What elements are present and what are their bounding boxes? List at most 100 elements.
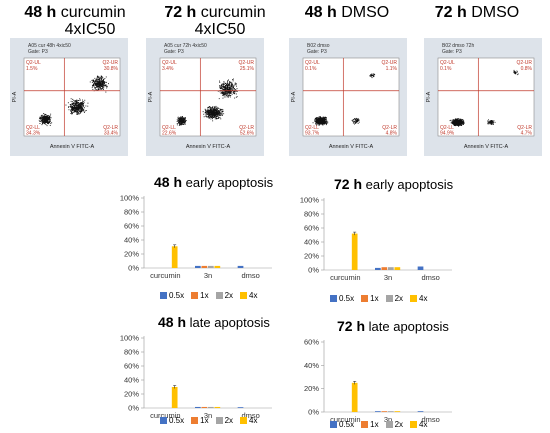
event-dot: [42, 122, 43, 124]
event-dot: [227, 92, 229, 93]
event-dot: [219, 80, 220, 82]
event-dot: [178, 121, 180, 123]
event-dot: [84, 99, 86, 101]
event-dot: [95, 83, 97, 85]
event-dot: [39, 121, 41, 122]
event-dot: [78, 105, 80, 107]
event-dot: [97, 83, 99, 84]
x-tick-label: 3n: [204, 271, 212, 280]
event-dot: [227, 94, 228, 96]
chart-title-text: early apoptosis: [365, 177, 454, 192]
event-dot: [79, 107, 81, 109]
event-dot: [219, 115, 221, 117]
event-dot: [106, 85, 108, 87]
event-dot: [44, 119, 46, 121]
legend-label: 2x: [394, 294, 404, 303]
event-dot: [513, 69, 515, 71]
event-dot: [228, 95, 230, 97]
legend-swatch: [215, 417, 223, 424]
bar: [375, 267, 381, 270]
event-dot: [516, 70, 518, 72]
event-dot: [99, 79, 101, 80]
event-dot: [217, 110, 219, 111]
event-dot: [325, 122, 327, 124]
event-dot: [514, 71, 516, 72]
sample-name: A05 cur 72h 4xic50: [164, 43, 207, 49]
event-dot: [316, 124, 318, 126]
legend-item: 0.5x: [330, 420, 354, 429]
event-dot: [492, 121, 493, 123]
event-dot: [229, 81, 231, 82]
event-dot: [226, 91, 228, 93]
event-dot: [460, 119, 462, 121]
event-dot: [210, 115, 212, 117]
event-dot: [231, 85, 233, 87]
event-dot: [45, 124, 47, 125]
bar: [394, 411, 401, 412]
event-dot: [101, 88, 102, 90]
event-dot: [93, 82, 95, 83]
event-dot: [83, 110, 84, 112]
event-dot: [44, 119, 46, 121]
event-dot: [73, 109, 74, 111]
event-dot: [236, 96, 238, 98]
event-dot: [99, 80, 101, 82]
event-dot: [41, 114, 43, 116]
event-dot: [209, 116, 211, 117]
event-dot: [97, 81, 98, 83]
event-dot: [462, 119, 464, 121]
event-dot: [76, 113, 78, 115]
event-dot: [83, 108, 85, 110]
event-dot: [222, 88, 224, 90]
event-dot: [211, 112, 213, 114]
event-dot: [220, 114, 222, 116]
event-dot: [48, 119, 50, 120]
event-dot: [103, 78, 105, 80]
event-dot: [221, 86, 223, 88]
event-dot: [235, 82, 236, 84]
event-dot: [79, 103, 81, 105]
event-dot: [208, 110, 210, 112]
event-dot: [458, 120, 460, 122]
event-dot: [223, 85, 225, 87]
event-dot: [181, 118, 183, 120]
event-dot: [220, 118, 222, 120]
event-dot: [234, 84, 236, 86]
sample-name: A05 cur 48h 4xic50: [28, 43, 71, 49]
event-dot: [326, 120, 328, 122]
event-dot: [49, 121, 51, 123]
event-dot: [491, 120, 493, 122]
event-dot: [180, 124, 181, 126]
event-dot: [73, 102, 75, 104]
event-dot: [49, 117, 51, 119]
event-dot: [318, 121, 320, 123]
event-dot: [77, 100, 79, 101]
quadrant-ll-value: 93.7%: [305, 131, 320, 137]
event-dot: [357, 120, 359, 122]
event-dot: [181, 123, 182, 125]
event-dot: [236, 85, 237, 87]
event-dot: [219, 112, 221, 113]
event-dot: [232, 91, 234, 93]
event-dot: [212, 106, 214, 108]
event-dot: [316, 122, 318, 124]
event-dot: [211, 114, 213, 116]
event-dot: [230, 88, 232, 90]
event-dot: [84, 107, 85, 109]
event-dot: [79, 107, 81, 108]
x-axis-label: Annexin V FITC-A: [186, 144, 231, 150]
event-dot: [93, 80, 95, 82]
panel-title-4: 72 h DMSO: [412, 4, 542, 21]
event-dot: [319, 119, 321, 120]
event-dot: [99, 86, 100, 88]
event-dot: [491, 122, 493, 124]
event-dot: [454, 124, 456, 126]
event-dot: [225, 94, 227, 96]
event-dot: [210, 107, 212, 109]
legend-swatch: [410, 295, 418, 302]
event-dot: [223, 87, 225, 88]
event-dot: [103, 85, 105, 87]
event-dot: [47, 122, 49, 124]
event-dot: [94, 82, 96, 84]
event-dot: [517, 71, 518, 73]
